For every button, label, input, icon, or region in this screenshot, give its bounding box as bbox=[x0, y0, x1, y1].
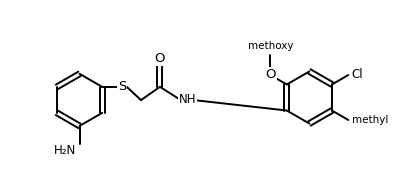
Text: methoxy: methoxy bbox=[248, 41, 293, 51]
Text: Cl: Cl bbox=[352, 68, 363, 82]
Text: H₂N: H₂N bbox=[54, 144, 76, 157]
Text: NH: NH bbox=[179, 93, 196, 106]
Text: O: O bbox=[265, 68, 276, 82]
Text: methyl: methyl bbox=[352, 115, 388, 125]
Text: O: O bbox=[155, 52, 165, 65]
Text: S: S bbox=[118, 80, 126, 93]
